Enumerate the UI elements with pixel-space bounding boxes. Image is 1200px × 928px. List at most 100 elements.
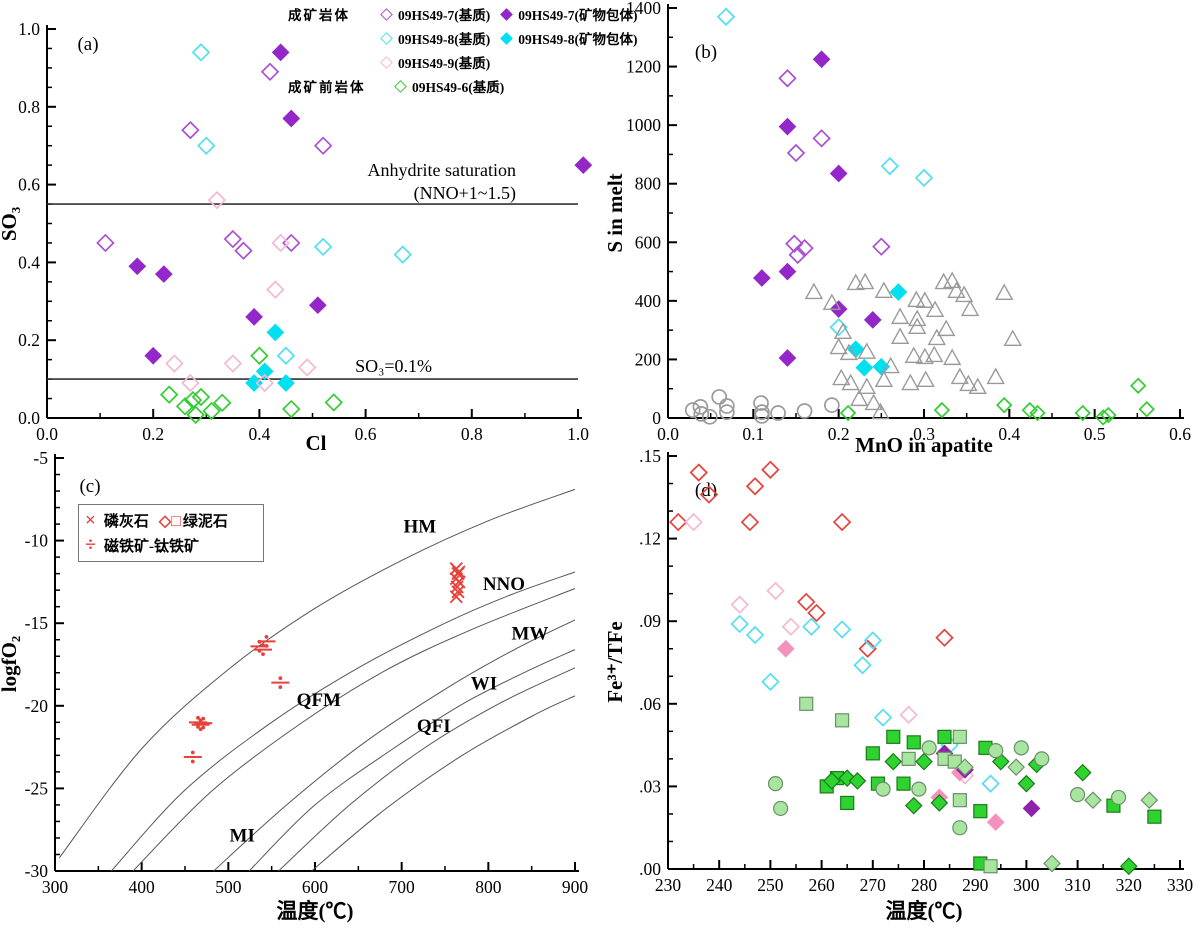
panel-d-ytick-.00: .00	[639, 859, 661, 879]
diamond-point	[855, 358, 874, 377]
triangle-point	[925, 345, 944, 363]
panel-a-ytick-0.2: 0.2	[18, 330, 40, 350]
panel-c-xtick-300: 300	[42, 877, 69, 897]
diamond-point	[1043, 854, 1061, 873]
diamond-point	[832, 512, 852, 532]
diamond-open-purple-icon	[380, 7, 393, 21]
curve-label-NNO: NNO	[483, 574, 525, 595]
triangle-point	[857, 377, 877, 395]
diamond-point	[282, 399, 301, 419]
triangle-point	[890, 327, 910, 344]
legend-row-2: 09HS49-8(基质) 09HS49-8(矿物包体)	[288, 26, 648, 50]
curve-QFI	[278, 667, 576, 872]
diamond-point	[904, 796, 923, 815]
diamond-point	[781, 617, 801, 636]
circle-point	[693, 406, 710, 422]
square-point	[901, 751, 916, 766]
curve-MI	[311, 695, 576, 872]
diamond-point	[277, 374, 295, 392]
panel-d-xaxis-title: 温度(℃)	[886, 899, 963, 923]
diamond-point	[207, 190, 227, 210]
xmark-point	[449, 590, 463, 604]
panel-b-yaxis-title: S in melt	[603, 173, 627, 252]
diamond-point	[873, 708, 893, 727]
diamond-point	[786, 143, 806, 163]
legend-group-ore: 成矿岩体	[288, 8, 350, 23]
circle-point	[770, 405, 786, 421]
diamond-point	[899, 705, 918, 725]
legend-c-apatite-label: 磷灰石	[103, 514, 149, 530]
panel-d-series-squares-bright-green	[819, 729, 1162, 871]
diamond-point	[1022, 799, 1041, 818]
panel-b-axes	[667, 4, 1184, 419]
diamond-point	[282, 233, 301, 253]
curve-label-QFM: QFM	[297, 690, 341, 711]
panel-c-series-magnetite-ilmenite	[183, 634, 290, 764]
panel-d-series-squares-pale-green	[799, 696, 998, 874]
diamond-open-green-icon	[394, 79, 407, 93]
panel-a-xaxis-title: Cl	[306, 431, 327, 455]
curve-label-MW: MW	[511, 624, 548, 645]
triangle-point	[995, 283, 1014, 301]
panel-c-ytick--5: -5	[33, 448, 48, 468]
panel-d-xtick-280: 280	[911, 875, 938, 895]
circle-point	[719, 404, 735, 420]
panel-a-ytick-1.0: 1.0	[18, 19, 40, 39]
panel-b-xtick-0.1: 0.1	[742, 424, 764, 444]
diamond-point	[761, 460, 780, 479]
panel-c-xtick-400: 400	[129, 877, 156, 897]
panel-b-ytick-200: 200	[635, 349, 662, 369]
diamond-point	[778, 69, 797, 88]
xmark-point	[451, 585, 465, 599]
circle-point	[753, 395, 769, 411]
panel-b-xtick-0.5: 0.5	[1084, 424, 1106, 444]
panel-d-xtick-270: 270	[860, 875, 887, 895]
curve-NNO	[110, 571, 576, 872]
diamond-point	[276, 346, 296, 365]
panel-c-series-apatite	[449, 562, 466, 604]
diamond-point	[778, 349, 797, 367]
panel-c-ytick--15: -15	[25, 613, 49, 633]
square-point	[973, 804, 988, 819]
panel-b-ytick-1000: 1000	[626, 115, 661, 135]
circle-point	[719, 398, 735, 414]
legend-label-8-matrix: 09HS49-8(基质)	[398, 32, 491, 47]
diamond-point	[245, 374, 263, 392]
panel-c-xaxis-title: 温度(℃)	[277, 899, 354, 923]
panel-d-xtick-260: 260	[808, 875, 835, 895]
square-point	[840, 795, 855, 811]
legend-main: 成矿岩体 09HS49-7(基质) 09HS49-7(矿物包体) 09HS49-…	[288, 2, 648, 98]
diamond-point	[930, 794, 949, 812]
panel-c-ytick--25: -25	[25, 778, 49, 798]
diamond-filled-purple-icon	[500, 7, 514, 21]
panel-d-series-circles-pale-green	[767, 740, 1127, 836]
diamond-point	[812, 129, 831, 148]
circle-point	[684, 402, 701, 418]
legend-label-7-matrix: 09HS49-7(基质)	[398, 8, 491, 23]
diamond-point	[788, 245, 807, 265]
diamond-point	[699, 485, 719, 504]
square-point	[906, 735, 921, 750]
triangle-point	[959, 374, 978, 392]
panel-c-xtick-500: 500	[215, 877, 242, 897]
legend-c-chlorite-label: 绿泥石	[182, 514, 228, 530]
diamond-point	[313, 237, 333, 257]
panel-c-xtick-600: 600	[302, 877, 329, 897]
circle-point	[1069, 787, 1086, 803]
curve-label-QFI: QFI	[417, 716, 451, 737]
triangle-point	[829, 337, 848, 355]
diamond-point	[260, 62, 280, 81]
diamond-point	[839, 404, 857, 422]
circle-point	[692, 399, 709, 415]
diamond-point	[1129, 377, 1147, 394]
legend-label-8-inclusion: 09HS49-8(矿物包体)	[518, 32, 638, 47]
diamond-point	[255, 362, 274, 381]
curve-QFM	[132, 588, 576, 872]
diamond-point	[1138, 401, 1155, 418]
panel-a-ytick-0.0: 0.0	[18, 408, 40, 428]
panel-a-annotation-1: (NNO+1~1.5)	[414, 183, 516, 204]
triangle-point	[925, 300, 945, 318]
legend-label-7-inclusion: 09HS49-7(矿物包体)	[518, 8, 638, 23]
curve-label-WI: WI	[471, 673, 497, 694]
diamond-point	[181, 373, 200, 393]
